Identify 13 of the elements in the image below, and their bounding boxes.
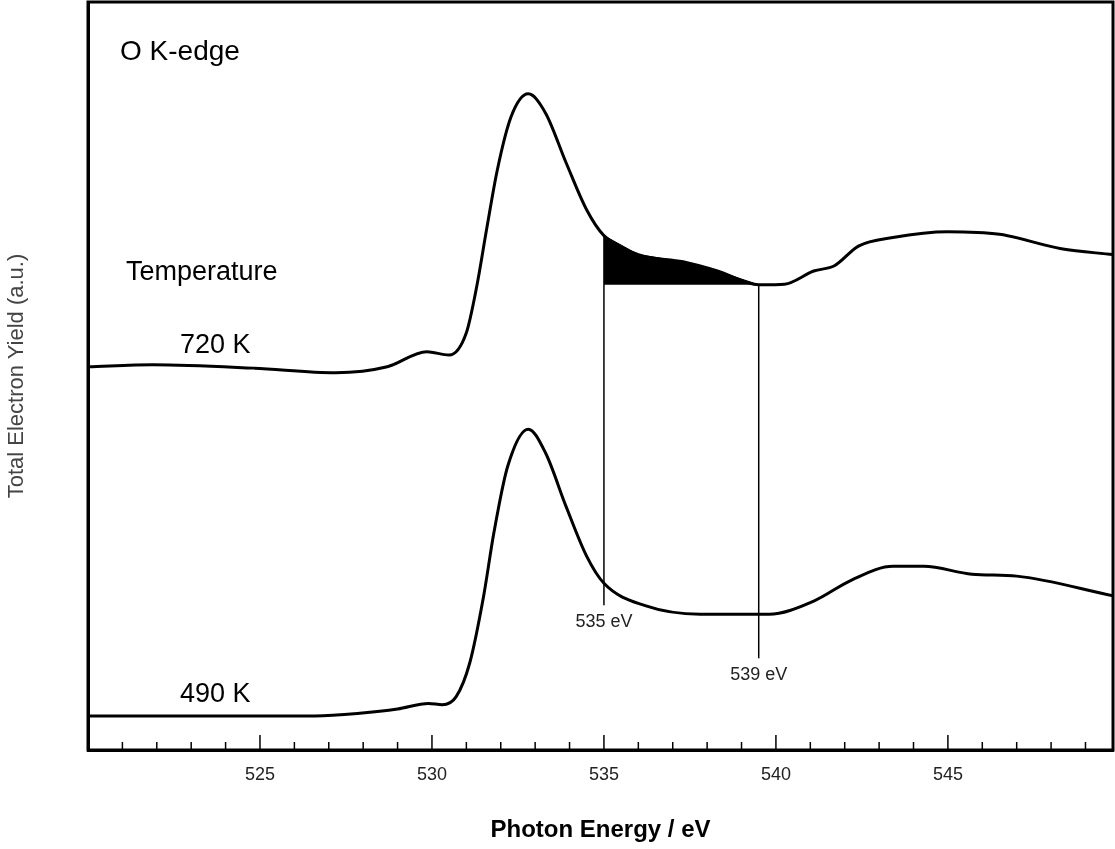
chart-title: O K-edge (120, 35, 240, 66)
x-tick-label: 540 (760, 763, 791, 784)
y-axis-title: Total Electron Yield (a.u.) (3, 253, 29, 499)
annotation: Temperature (126, 256, 278, 286)
x-axis-title: Photon Energy / eV (490, 815, 711, 843)
x-tick-label: 535 (588, 763, 619, 784)
ref-line-label: 539 eV (730, 664, 788, 685)
series-label: 490 K (180, 677, 251, 708)
x-tick-label: 525 (244, 763, 275, 784)
x-tick-label: 545 (932, 763, 963, 784)
ref-line-label: 535 eV (575, 611, 633, 632)
series-label: 720 K (180, 328, 251, 359)
x-tick-label: 530 (416, 763, 447, 784)
